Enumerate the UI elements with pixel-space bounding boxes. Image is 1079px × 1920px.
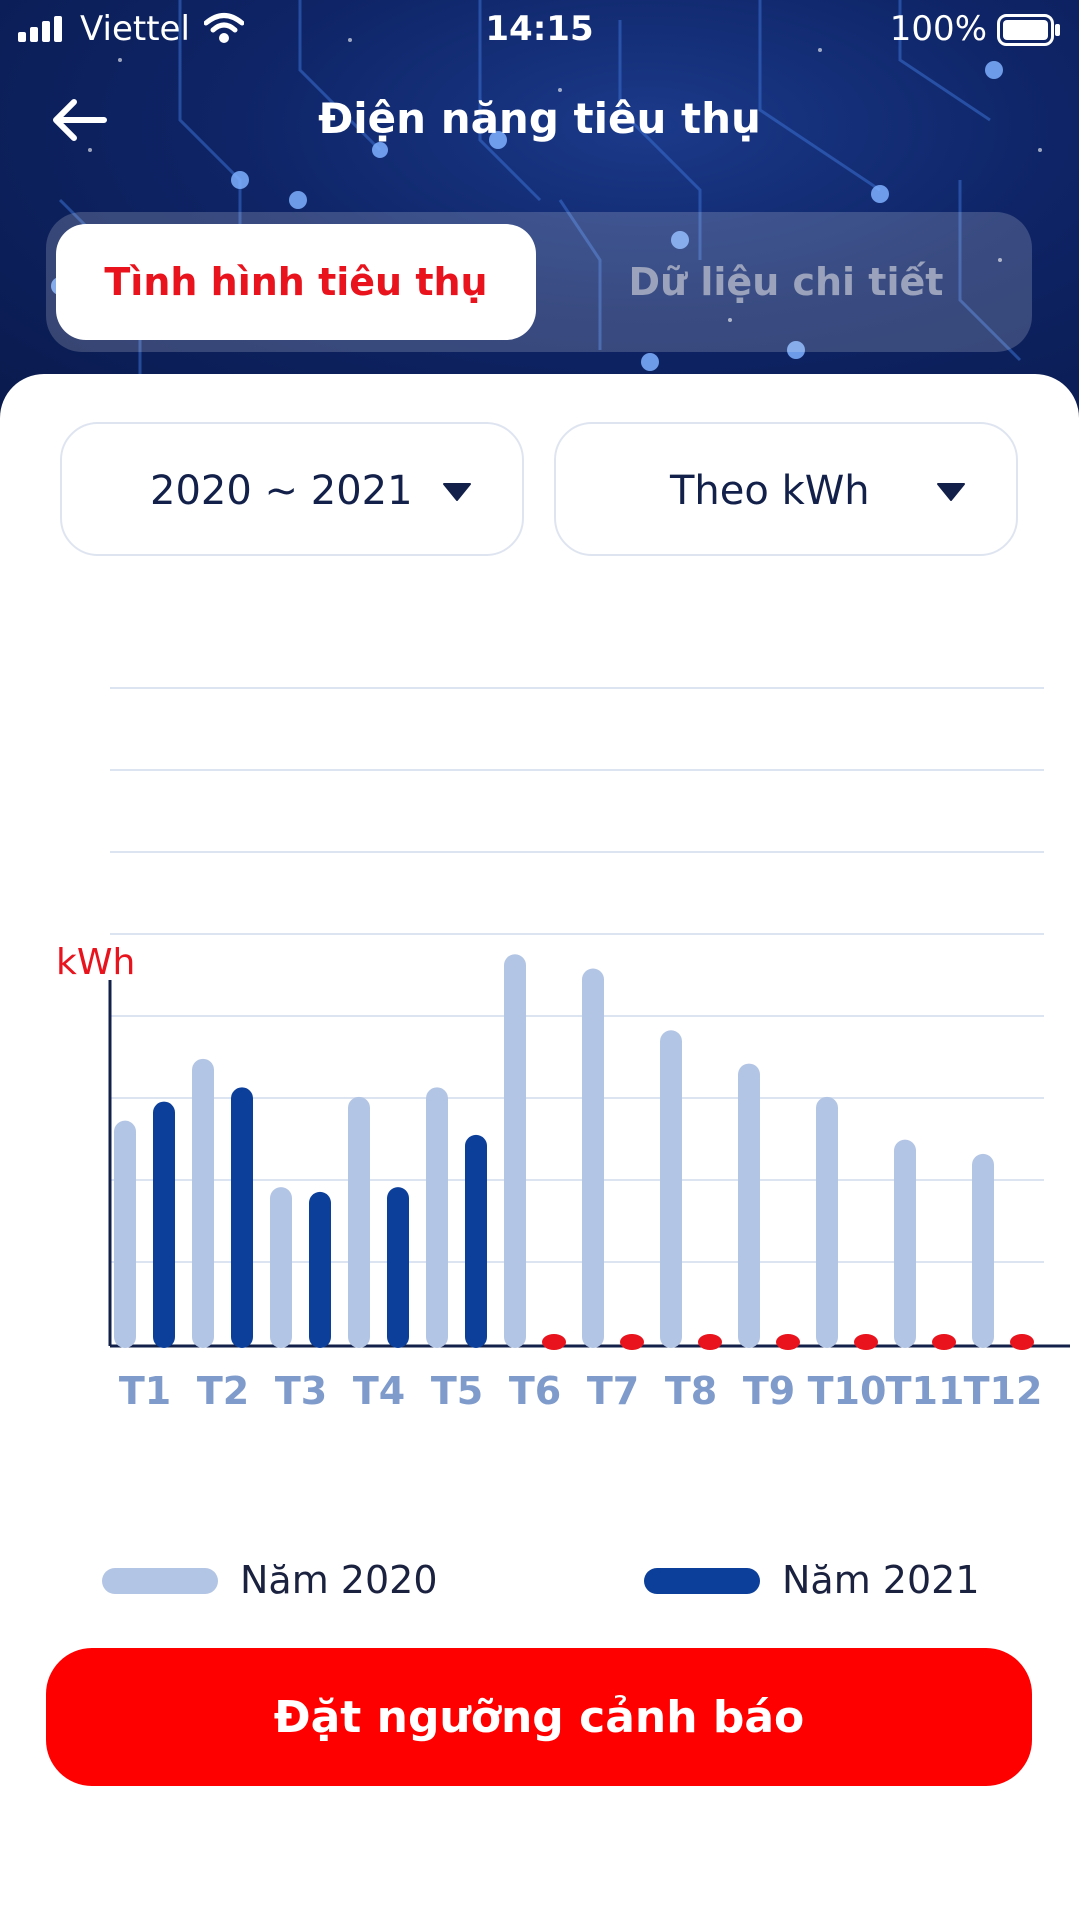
legend-swatch-2021 bbox=[644, 1568, 760, 1594]
x-tick-label-T6: T6 bbox=[509, 1369, 561, 1413]
period-dropdown[interactable]: 2020 ~ 2021 bbox=[60, 422, 524, 556]
bar-2020-T10 bbox=[816, 1096, 838, 1348]
bar-2021-T1 bbox=[153, 1101, 175, 1348]
x-tick-label-T2: T2 bbox=[197, 1369, 249, 1413]
bar-2020-T9 bbox=[738, 1063, 760, 1348]
x-tick-label-T5: T5 bbox=[431, 1369, 483, 1413]
bar-2021-T4 bbox=[387, 1187, 409, 1348]
unit-dropdown-value: Theo kWh bbox=[670, 468, 870, 514]
x-tick-label-T1: T1 bbox=[119, 1369, 171, 1413]
bar-2020-T7 bbox=[582, 968, 604, 1348]
legend-label-2021: Năm 2021 bbox=[782, 1558, 980, 1602]
bar-chart-svg: kWh T1 T2 T3 T4 T5 T6 T7 T8 T9 T10 T11 T12 bbox=[56, 687, 1070, 1413]
nav-bar: Điện năng tiêu thụ bbox=[0, 80, 1079, 160]
x-tick-label-T11: T11 bbox=[886, 1369, 965, 1413]
zero-marker-2021-T11 bbox=[932, 1334, 956, 1350]
arrow-left-icon bbox=[53, 99, 107, 141]
x-tick-label-T7: T7 bbox=[587, 1369, 639, 1413]
x-tick-label-T9: T9 bbox=[743, 1369, 795, 1413]
bar-2020-T8 bbox=[660, 1030, 682, 1348]
tab-bar: Tình hình tiêu thụ Dữ liệu chi tiết bbox=[46, 212, 1032, 352]
back-button[interactable] bbox=[44, 92, 114, 148]
consumption-chart: kWh T1 T2 T3 T4 T5 T6 T7 T8 T9 T10 T11 T12 bbox=[0, 654, 1079, 1614]
signal-icon bbox=[18, 16, 62, 42]
tab-detailed-data[interactable]: Dữ liệu chi tiết bbox=[628, 260, 944, 304]
header-background bbox=[0, 0, 1079, 420]
tab-consumption-status[interactable]: Tình hình tiêu thụ bbox=[56, 224, 536, 340]
page-title: Điện năng tiêu thụ bbox=[318, 94, 761, 143]
bar-2020-T4 bbox=[348, 1096, 370, 1348]
battery-icon bbox=[997, 14, 1060, 46]
bar-2020-T2 bbox=[192, 1058, 214, 1348]
bar-2020-T6 bbox=[504, 954, 526, 1348]
bar-2021-T5 bbox=[465, 1134, 487, 1348]
legend-label-2020: Năm 2020 bbox=[240, 1558, 438, 1602]
bar-2021-T3 bbox=[309, 1191, 331, 1348]
status-bar: Viettel 14:15 100% bbox=[0, 0, 1079, 60]
x-tick-label-T8: T8 bbox=[665, 1369, 717, 1413]
bar-2021-T2 bbox=[231, 1087, 253, 1348]
x-tick-label-T3: T3 bbox=[275, 1369, 327, 1413]
unit-dropdown[interactable]: Theo kWh bbox=[554, 422, 1018, 556]
bar-2020-T11 bbox=[894, 1139, 916, 1348]
bar-2020-T12 bbox=[972, 1153, 994, 1348]
chart-legend: Năm 2020 Năm 2021 bbox=[0, 1554, 1079, 1614]
zero-marker-2021-T10 bbox=[854, 1334, 878, 1350]
x-tick-label-T4: T4 bbox=[353, 1369, 405, 1413]
zero-marker-2021-T6 bbox=[542, 1334, 566, 1350]
caret-down-icon bbox=[937, 483, 965, 501]
zero-marker-2021-T9 bbox=[776, 1334, 800, 1350]
circuit-pattern bbox=[51, 0, 1042, 380]
zero-marker-2021-T12 bbox=[1010, 1334, 1034, 1350]
bar-2020-T3 bbox=[270, 1187, 292, 1348]
x-tick-label-T10: T10 bbox=[808, 1369, 887, 1413]
legend-swatch-2020 bbox=[102, 1568, 218, 1594]
x-tick-label-T12: T12 bbox=[964, 1369, 1043, 1413]
carrier-name: Viettel bbox=[80, 9, 190, 49]
period-dropdown-value: 2020 ~ 2021 bbox=[150, 468, 413, 514]
set-threshold-button[interactable]: Đặt ngưỡng cảnh báo bbox=[46, 1648, 1032, 1786]
status-time: 14:15 bbox=[485, 9, 594, 49]
content-card: 2020 ~ 2021 Theo kWh kWh T1 T2 T3 T4 T5 T6 T7 T8… bbox=[0, 374, 1079, 1920]
wifi-icon bbox=[204, 13, 244, 43]
bar-2020-T5 bbox=[426, 1087, 448, 1348]
battery-percentage: 100% bbox=[889, 9, 987, 49]
y-axis-label: kWh bbox=[56, 942, 135, 983]
zero-marker-2021-T7 bbox=[620, 1334, 644, 1350]
zero-marker-2021-T8 bbox=[698, 1334, 722, 1350]
caret-down-icon bbox=[443, 483, 471, 501]
bar-2020-T1 bbox=[114, 1120, 136, 1348]
